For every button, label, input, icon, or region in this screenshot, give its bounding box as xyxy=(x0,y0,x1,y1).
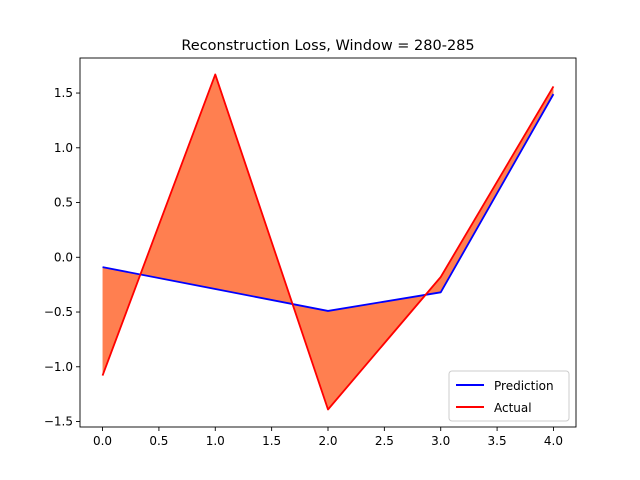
x-tick-label: 1.5 xyxy=(262,434,281,448)
legend-label-prediction: Prediction xyxy=(494,379,554,393)
axes: 0.0 0.5 1.0 1.5 2.0 2.5 3.0 3.5 4.0 −1.5 −1.0 −0.5 0… xyxy=(44,57,577,448)
x-tick-label: 3.0 xyxy=(431,434,450,448)
x-tick-label: 2.0 xyxy=(318,434,337,448)
y-tick-label: −1.0 xyxy=(44,360,73,374)
series-lines xyxy=(101,73,555,411)
chart-title: Reconstruction Loss, Window = 280-285 xyxy=(181,38,474,54)
x-tick-label: 0.0 xyxy=(93,434,112,448)
legend: Prediction Actual xyxy=(448,370,570,422)
x-tick-label: 4.0 xyxy=(544,434,563,448)
y-tick-label: 1.0 xyxy=(54,141,73,155)
x-tick-label: 0.5 xyxy=(149,434,168,448)
y-tick-label: −1.5 xyxy=(44,415,73,429)
y-tick-label: 0.0 xyxy=(54,250,73,264)
y-tick-label: −0.5 xyxy=(44,305,73,319)
loss-fill-area xyxy=(102,74,554,410)
x-tick-label: 1.0 xyxy=(206,434,225,448)
y-tick-label: 1.5 xyxy=(54,86,73,100)
legend-label-actual: Actual xyxy=(494,401,532,415)
x-tick-label: 2.5 xyxy=(375,434,394,448)
x-tick-label: 3.5 xyxy=(488,434,507,448)
legend-box xyxy=(448,370,570,422)
y-tick-label: 0.5 xyxy=(54,196,73,210)
fill-between-area xyxy=(102,74,554,410)
